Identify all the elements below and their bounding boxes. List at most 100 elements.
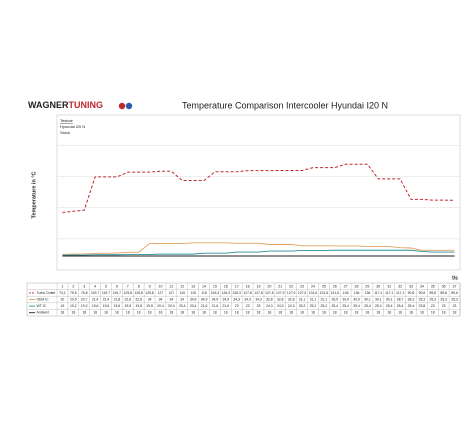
x-tick-label: 21 <box>278 284 282 288</box>
table-cell: 18 <box>333 311 337 315</box>
legend-label: Ambient <box>37 311 49 315</box>
table-cell: 34,3 <box>244 297 251 301</box>
table-cell: 18 <box>420 311 424 315</box>
table-cell: 18 <box>159 311 163 315</box>
table-cell: 31,1 <box>310 297 317 301</box>
table-cell: 25,3 <box>440 297 447 301</box>
table-cell: 18 <box>202 311 206 315</box>
x-tick-label: 35 <box>431 284 435 288</box>
table-cell: 23,8 <box>419 304 426 308</box>
series-line <box>62 163 455 213</box>
table-cell: 119,7 <box>102 291 110 295</box>
x-tick-label: 20 <box>267 284 271 288</box>
table-cell: 34,9 <box>223 297 230 301</box>
table-cell: 31,1 <box>321 297 328 301</box>
table-cell: 34,3 <box>255 297 262 301</box>
table-cell: 34 <box>148 297 152 301</box>
logo-icon <box>118 102 126 110</box>
table-cell: 127,8 <box>254 291 263 295</box>
table-cell: 24,3 <box>277 304 284 308</box>
table-cell: 19,6 <box>92 304 99 308</box>
table-cell: 30,9 <box>353 297 360 301</box>
table-cell: 30,9 <box>331 297 338 301</box>
table-cell: 25,4 <box>331 304 338 308</box>
table-cell: 89,8 <box>440 291 447 295</box>
table-cell: 25,4 <box>397 304 404 308</box>
x-tick-label: 12 <box>180 284 184 288</box>
table-cell: 74,1 <box>59 291 66 295</box>
x-tick-label: 16 <box>224 284 228 288</box>
x-tick-label: 18 <box>246 284 250 288</box>
x-tick-label: 7 <box>127 284 129 288</box>
table-cell: 25,3 <box>429 297 436 301</box>
table-cell: 18 <box>213 311 217 315</box>
table-cell: 31,1 <box>299 297 306 301</box>
table-cell: 89,6 <box>451 291 458 295</box>
x-tick-label: 30 <box>376 284 380 288</box>
table-cell: 18 <box>61 311 65 315</box>
table-cell: 25,4 <box>386 304 393 308</box>
table-cell: 18 <box>398 311 402 315</box>
x-tick-label: 6 <box>116 284 118 288</box>
plot-frame <box>56 114 461 271</box>
table-cell: 28,7 <box>397 297 404 301</box>
x-tick-label: 27 <box>344 284 348 288</box>
table-cell: 21,6 <box>201 304 208 308</box>
table-cell: 22,8 <box>135 297 142 301</box>
series-line <box>62 242 455 255</box>
x-tick-label: 23 <box>300 284 304 288</box>
x-tick-label: 34 <box>420 284 424 288</box>
info: Stock <box>60 130 70 135</box>
x-tick-label: 3 <box>83 284 85 288</box>
table-cell: 32,8 <box>288 297 295 301</box>
table-cell: 34,9 <box>190 297 197 301</box>
table-cell: 18 <box>115 311 119 315</box>
table-cell: 25,4 <box>353 304 360 308</box>
table-cell: 127,8 <box>265 291 274 295</box>
table-cell: 25,4 <box>342 304 349 308</box>
table-cell: 125,8 <box>145 291 154 295</box>
table-cell: 20,4 <box>157 304 164 308</box>
table-cell: 131,6 <box>320 291 329 295</box>
table-cell: 34,9 <box>201 297 208 301</box>
table-cell: 25,4 <box>375 304 382 308</box>
table-cell: 18 <box>148 311 152 315</box>
table-cell: 23 <box>257 304 261 308</box>
table-cell: 23 <box>235 304 239 308</box>
x-tick-label: 36 <box>442 284 446 288</box>
table-cell: 18 <box>355 311 359 315</box>
table-cell: 127 <box>169 291 175 295</box>
table-cell: 19,8 <box>146 304 153 308</box>
table-cell: 20,7 <box>81 297 88 301</box>
table-cell: 20,5 <box>70 297 77 301</box>
info: Testcar <box>60 118 74 123</box>
table-cell: 117,1 <box>374 291 382 295</box>
table-cell: 19 <box>61 304 65 308</box>
table-cell: 117,1 <box>385 291 393 295</box>
logo-icon <box>125 102 133 110</box>
x-tick-label: 33 <box>409 284 413 288</box>
table-cell: 30,9 <box>342 297 349 301</box>
table-cell: 21,4 <box>92 297 99 301</box>
table-cell: 117,1 <box>396 291 404 295</box>
table-cell: 24,3 <box>288 304 295 308</box>
table-cell: 20 <box>61 297 65 301</box>
table-cell: 119,7 <box>91 291 99 295</box>
x-tick-label: 37 <box>453 284 457 288</box>
x-tick-label: 22 <box>289 284 293 288</box>
legend-label: WT IC <box>37 304 47 308</box>
table-cell: 115 <box>201 291 207 295</box>
table-cell: 90,8 <box>408 291 415 295</box>
table-cell: 18 <box>431 311 435 315</box>
table-cell: 24,3 <box>266 304 273 308</box>
table-cell: 115 <box>180 291 186 295</box>
table-cell: 18 <box>409 311 413 315</box>
table-cell: 20,4 <box>190 304 197 308</box>
table-cell: 25,4 <box>364 304 371 308</box>
table-cell: 18 <box>289 311 293 315</box>
table-cell: 127,9 <box>287 291 296 295</box>
table-cell: 18 <box>442 311 446 315</box>
table-cell: 127,8 <box>243 291 252 295</box>
table-cell: 18 <box>376 311 380 315</box>
